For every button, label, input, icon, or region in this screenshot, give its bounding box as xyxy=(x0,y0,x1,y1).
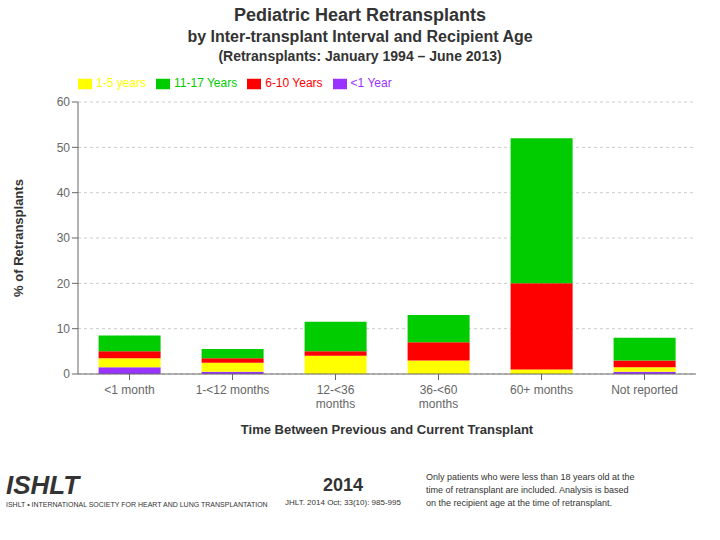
svg-text:40: 40 xyxy=(57,186,71,200)
svg-text:36-<60months: 36-<60months xyxy=(419,383,458,411)
html-text:6-10 Years: 6-10 Years xyxy=(265,76,323,90)
svg-text:% of Retransplants: % of Retransplants xyxy=(11,179,26,297)
svg-text:Time Between Previous and Curr: Time Between Previous and Current Transp… xyxy=(241,422,534,437)
svg-text:60+ months: 60+ months xyxy=(510,383,573,397)
svg-text:<1 month: <1 month xyxy=(104,383,154,397)
svg-text:Not reported: Not reported xyxy=(611,383,678,397)
html-text:2014: 2014 xyxy=(323,474,363,495)
html-text:JHLT. 2014 Oct; 33(10): 985-99: JHLT. 2014 Oct; 33(10): 985-995 xyxy=(285,497,401,507)
svg-text:50: 50 xyxy=(57,141,71,155)
html-text:ISHLT: ISHLT xyxy=(6,470,80,500)
html-text:Only patients who were less th: Only patients who were less than 18 year… xyxy=(426,471,635,508)
svg-text:20: 20 xyxy=(57,277,71,291)
html-text:1-5 years: 1-5 years xyxy=(96,76,146,90)
html-text:ISHLT • INTERNATIONAL SOCIETY: ISHLT • INTERNATIONAL SOCIETY FOR HEART … xyxy=(6,501,268,508)
svg-text:1-<12 months: 1-<12 months xyxy=(196,383,270,397)
html-text:11-17 Years: 11-17 Years xyxy=(174,76,238,90)
svg-text:60: 60 xyxy=(57,95,71,109)
html-text:<1 Year: <1 Year xyxy=(350,76,392,90)
svg-text:12-<36months: 12-<36months xyxy=(316,383,355,411)
svg-text:0: 0 xyxy=(63,367,70,381)
html-text:(Retransplants: January 1994 –: (Retransplants: January 1994 – June 2013… xyxy=(218,48,502,64)
html-text:by Inter-transplant Interval a: by Inter-transplant Interval and Recipie… xyxy=(187,28,533,45)
svg-text:30: 30 xyxy=(57,231,71,245)
html-text:Pediatric Heart Retransplants: Pediatric Heart Retransplants xyxy=(234,5,486,25)
svg-text:10: 10 xyxy=(57,322,71,336)
